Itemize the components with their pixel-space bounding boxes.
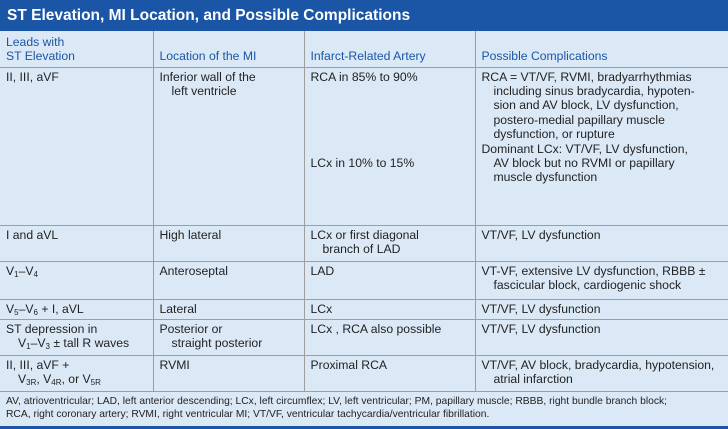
cell-artery: LCx , RCA also possible: [303, 319, 475, 356]
cell-complications: VT-VF, extensive LV dysfunction, RBBB ± …: [474, 261, 728, 300]
cell-artery: LCx: [303, 299, 475, 320]
cell-location: Anteroseptal: [152, 261, 304, 300]
table-row: II, III, aVF Inferior wall of the left v…: [0, 67, 728, 226]
cell-location: Inferior wall of the left ventricle: [152, 67, 304, 226]
cell-leads: II, III, aVF + V3R, V4R, or V5R: [0, 355, 153, 392]
cell-complications: VT/VF, LV dysfunction: [474, 319, 728, 356]
cell-complications: VT/VF, AV block, bradycardia, hypotensio…: [474, 355, 728, 392]
table-row: II, III, aVF + V3R, V4R, or V5R RVMI Pro…: [0, 355, 728, 392]
header-leads: Leads with ST Elevation: [0, 31, 153, 68]
table-row: I and aVL High lateral LCx or first diag…: [0, 225, 728, 262]
cell-leads: II, III, aVF: [0, 67, 153, 226]
table-row: ST depression in V1–V3 ± tall R waves Po…: [0, 319, 728, 356]
bottom-rule: [0, 426, 728, 429]
cell-complications: VT/VF, LV dysfunction: [474, 299, 728, 320]
header-location: Location of the MI: [152, 31, 304, 68]
cell-leads: ST depression in V1–V3 ± tall R waves: [0, 319, 153, 356]
cell-artery: LAD: [303, 261, 475, 300]
cell-location: Lateral: [152, 299, 304, 320]
cell-location: High lateral: [152, 225, 304, 262]
cell-complications: RCA = VT/VF, RVMI, bradyarrhythmias incl…: [474, 67, 728, 226]
footnote: AV, atrioventricular; LAD, left anterior…: [6, 395, 668, 421]
cell-location: RVMI: [152, 355, 304, 392]
cell-artery: RCA in 85% to 90% LCx in 10% to 15%: [303, 67, 475, 226]
table-row: V1–V4 Anteroseptal LAD VT-VF, extensive …: [0, 261, 728, 300]
cell-leads: I and aVL: [0, 225, 153, 262]
cell-leads: V5–V6 + I, aVL: [0, 299, 153, 320]
header-artery: Infarct-Related Artery: [303, 31, 475, 68]
header-row: Leads with ST Elevation Location of the …: [0, 31, 728, 68]
table-row: V5–V6 + I, aVL Lateral LCx VT/VF, LV dys…: [0, 299, 728, 320]
cell-location: Posterior or straight posterior: [152, 319, 304, 356]
header-complications: Possible Complications: [474, 31, 728, 68]
cell-leads: V1–V4: [0, 261, 153, 300]
cell-artery: Proximal RCA: [303, 355, 475, 392]
table-title: ST Elevation, MI Location, and Possible …: [0, 0, 728, 31]
complications-table: Leads with ST Elevation Location of the …: [0, 31, 728, 392]
cell-complications: VT/VF, LV dysfunction: [474, 225, 728, 262]
cell-artery: LCx or first diagonal branch of LAD: [303, 225, 475, 262]
